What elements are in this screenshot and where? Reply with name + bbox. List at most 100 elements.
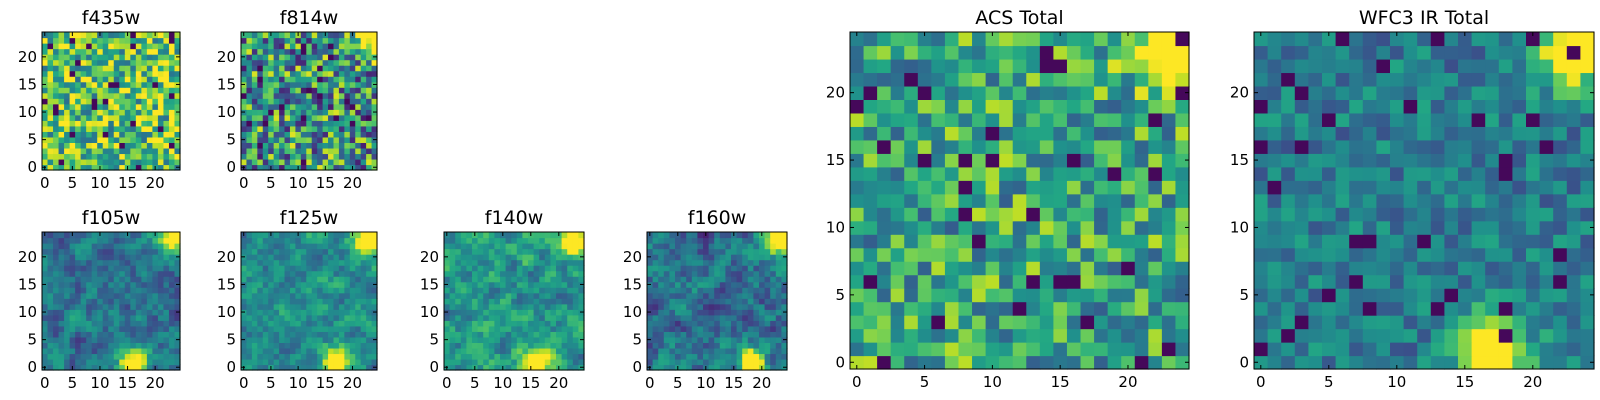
heatmap-cell [1281, 220, 1296, 235]
heatmap-cell [511, 342, 518, 349]
heatmap-cell [1267, 355, 1282, 370]
heatmap-cell [306, 243, 313, 250]
heatmap-cell [168, 153, 176, 160]
heatmap-cell [273, 103, 280, 110]
heatmap-cell [322, 120, 329, 127]
heatmap-cell [246, 309, 253, 316]
heatmap-cell [69, 309, 76, 316]
heatmap-cell [1267, 126, 1282, 141]
heatmap-cell [449, 336, 456, 343]
heatmap-cell [725, 281, 732, 288]
heatmap-cell [488, 320, 495, 327]
heatmap-cell [349, 320, 356, 327]
heatmap-cell [578, 342, 585, 349]
heatmap-cell [366, 98, 373, 105]
heatmap-cell [268, 342, 275, 349]
heatmap-cell [86, 76, 93, 83]
heatmap-cell [1308, 342, 1323, 357]
heatmap-cell [691, 331, 698, 338]
heatmap-cell [119, 287, 126, 294]
heatmap-cell [366, 114, 373, 121]
heatmap-cell [1094, 126, 1109, 141]
heatmap-cell [488, 325, 495, 332]
heatmap-cell [257, 98, 264, 105]
heatmap-cell [355, 142, 362, 149]
heatmap-cell [680, 298, 687, 305]
heatmap-cell [295, 70, 302, 77]
heatmap-cell [80, 248, 87, 255]
heatmap-cell [759, 292, 766, 299]
heatmap-cell [289, 364, 296, 371]
heatmap-cell [268, 43, 275, 50]
heatmap-cell [108, 232, 115, 239]
heatmap-cell [86, 364, 93, 371]
heatmap-cell [1294, 342, 1309, 357]
heatmap-cell [516, 309, 523, 316]
heatmap-cell [697, 309, 704, 316]
heatmap-cell [1498, 45, 1513, 60]
heatmap-cell [163, 347, 170, 355]
heatmap-cell [578, 347, 585, 355]
heatmap-cell [58, 358, 65, 366]
heatmap-cell [311, 98, 318, 105]
heatmap-cell [1294, 355, 1309, 370]
heatmap-cell [349, 147, 356, 155]
heatmap-cell [257, 292, 264, 299]
heatmap-cell [544, 331, 551, 338]
heatmap-cell [53, 325, 60, 332]
heatmap-cell [311, 320, 318, 327]
heatmap-cell [371, 347, 378, 355]
heatmap-cell [578, 353, 585, 360]
heatmap-cell [284, 92, 291, 99]
heatmap-cell [1553, 153, 1568, 168]
heatmap-cell [1376, 58, 1391, 74]
heatmap-cell [289, 131, 296, 138]
heatmap-cell [268, 358, 275, 366]
heatmap-cell [333, 287, 340, 294]
heatmap-cell [567, 281, 574, 288]
heatmap-cell [944, 32, 960, 47]
heatmap-cell [86, 136, 93, 143]
heatmap-cell [371, 232, 378, 239]
heatmap-cell [917, 45, 932, 60]
heatmap-cell [152, 347, 159, 355]
heatmap-cell [251, 136, 258, 143]
heatmap-cell [1026, 72, 1041, 87]
heatmap-cell [1175, 234, 1190, 249]
heatmap-cell [539, 232, 546, 239]
heatmap-cell [1580, 274, 1595, 289]
heatmap-cell [550, 237, 557, 244]
heatmap-cell [113, 120, 120, 127]
heatmap-cell [69, 353, 76, 360]
heatmap-cell [1080, 112, 1095, 127]
heatmap-cell [97, 303, 104, 310]
heatmap-cell [725, 364, 732, 371]
heatmap-cell [658, 325, 665, 332]
heatmap-cell [1308, 234, 1323, 249]
heatmap-cell [455, 309, 462, 316]
heatmap-cell [522, 353, 529, 360]
heatmap-cell [753, 364, 760, 371]
heatmap-cell [108, 314, 115, 321]
heatmap-cell [511, 314, 518, 321]
heatmap-cell [539, 276, 546, 283]
heatmap-cell [958, 85, 973, 100]
heatmap-cell [850, 112, 865, 127]
heatmap-cell [1175, 85, 1190, 100]
heatmap-cell [344, 65, 351, 72]
heatmap-cell [152, 292, 159, 299]
heatmap-cell [449, 265, 456, 272]
heatmap-cell [268, 303, 275, 310]
heatmap-cell [349, 70, 356, 77]
heatmap-cell [511, 276, 518, 283]
heatmap-cell [102, 314, 109, 321]
heatmap-cell [850, 193, 865, 208]
heatmap-cell [1107, 207, 1122, 222]
heatmap-cell [355, 98, 362, 105]
heatmap-cell [1281, 85, 1296, 100]
heatmap-cell [539, 298, 546, 305]
heatmap-cell [97, 353, 104, 360]
heatmap-cell [355, 353, 362, 360]
heatmap-cell [157, 147, 165, 155]
heatmap-cell [1362, 207, 1377, 222]
